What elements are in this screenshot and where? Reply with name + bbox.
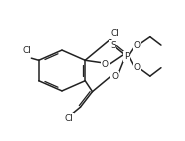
Text: O: O bbox=[133, 41, 140, 50]
Text: Cl: Cl bbox=[64, 114, 73, 123]
Text: O: O bbox=[102, 60, 109, 69]
Text: O: O bbox=[133, 63, 140, 72]
Text: O: O bbox=[111, 72, 118, 81]
Text: P: P bbox=[124, 52, 130, 61]
Text: Cl: Cl bbox=[110, 29, 119, 38]
Text: Cl: Cl bbox=[22, 46, 31, 55]
Text: S: S bbox=[110, 41, 116, 50]
